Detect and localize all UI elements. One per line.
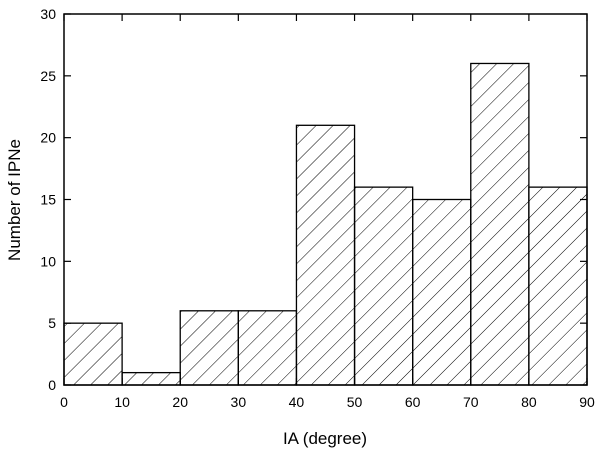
bar: [412, 198, 472, 386]
y-axis-label: Number of IPNe: [5, 139, 24, 261]
y-tick-label: 5: [48, 315, 56, 331]
bar: [295, 124, 356, 386]
bar: [121, 371, 181, 386]
y-tick-label: 25: [40, 68, 56, 84]
y-tick-label: 20: [40, 130, 56, 146]
x-tick-label: 80: [521, 394, 537, 410]
bar: [353, 186, 414, 386]
y-tick-label: 10: [40, 253, 56, 269]
bar: [179, 310, 239, 386]
bar: [237, 310, 298, 386]
y-tick-label: 15: [40, 192, 56, 208]
x-tick-label: 60: [405, 394, 421, 410]
x-tick-label: 50: [347, 394, 363, 410]
y-tick-label: 30: [40, 6, 56, 22]
x-tick-label: 20: [172, 394, 188, 410]
y-tick-label: 0: [48, 377, 56, 393]
x-tick-label: 10: [114, 394, 130, 410]
x-tick-label: 40: [289, 394, 305, 410]
bar: [528, 186, 588, 386]
x-axis-label: IA (degree): [283, 429, 367, 448]
x-tick-label: 70: [463, 394, 479, 410]
x-tick-label: 90: [579, 394, 595, 410]
x-tick-label: 0: [60, 394, 68, 410]
bar: [63, 322, 123, 386]
bar: [470, 62, 530, 386]
x-tick-label: 30: [231, 394, 247, 410]
